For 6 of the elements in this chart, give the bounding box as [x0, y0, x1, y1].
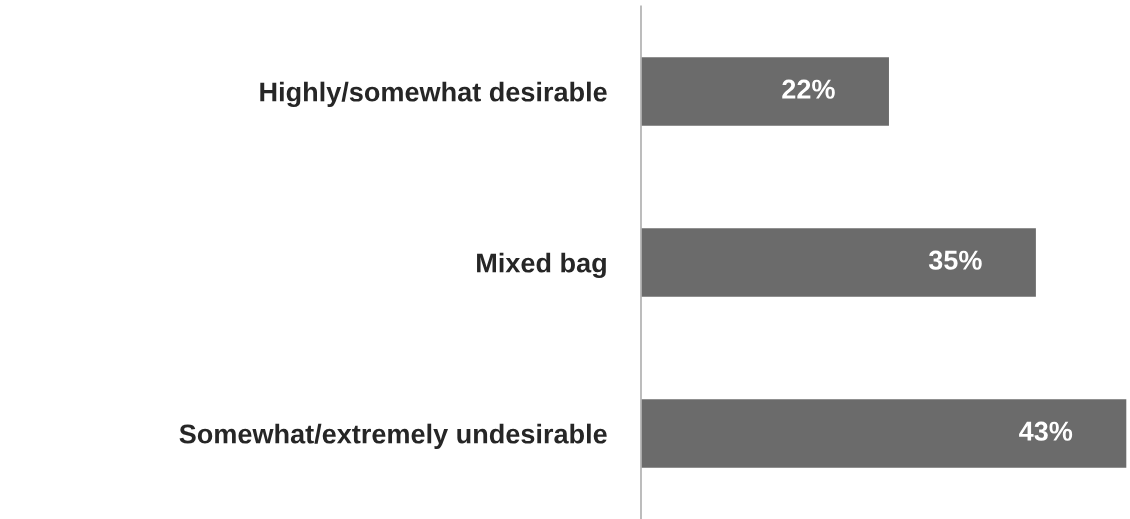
data-label: 22%	[782, 79, 835, 99]
data-label: 35%	[928, 250, 982, 270]
data-label: 43%	[1019, 421, 1073, 441]
y-tick-label: Mixed bag	[477, 252, 606, 279]
y-tick-label: Somewhat/extremely undesirable	[179, 423, 607, 449]
y-tick-label: Highly/somewhat desirable	[260, 81, 607, 108]
